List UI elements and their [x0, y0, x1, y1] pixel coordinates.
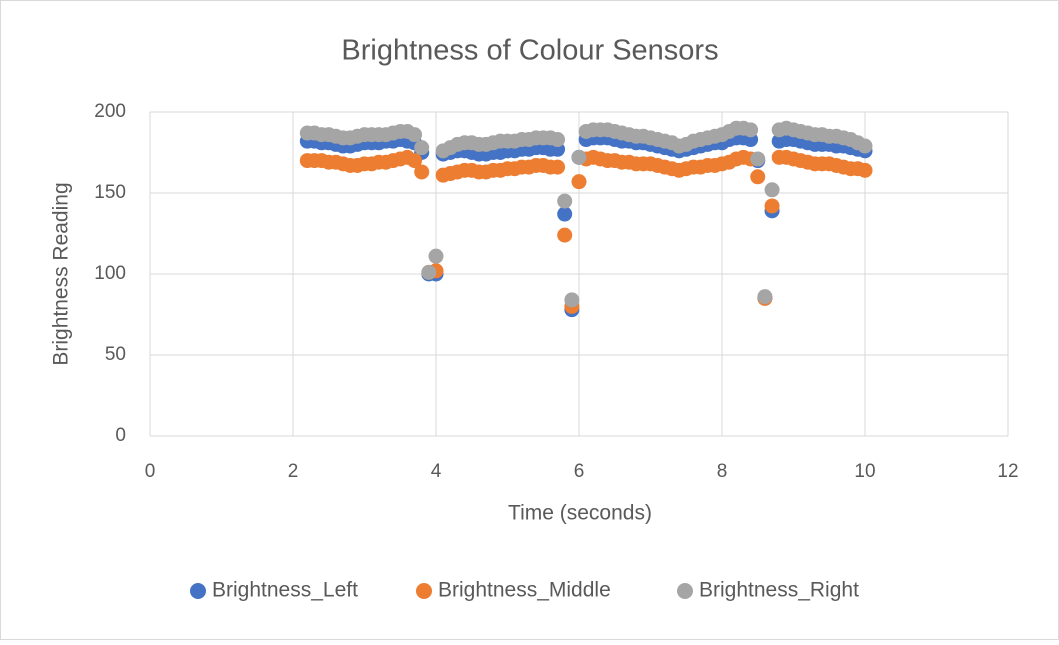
y-tick-label: 200 [94, 101, 126, 122]
x-tick-label: 10 [854, 461, 875, 482]
x-axis-label: Time (seconds) [508, 502, 652, 525]
point [407, 153, 423, 169]
point [557, 206, 573, 222]
point [557, 227, 573, 243]
y-tick-label: 150 [94, 182, 126, 203]
point [750, 151, 766, 167]
point [414, 164, 430, 180]
y-axis-label: Brightness Reading [50, 182, 73, 365]
point [857, 162, 873, 178]
x-tick-label: 12 [997, 461, 1018, 482]
chart-title: Brightness of Colour Sensors [341, 35, 718, 67]
point [407, 127, 423, 143]
x-tick-label: 2 [288, 461, 299, 482]
point [757, 289, 773, 305]
x-tick-label: 6 [574, 461, 585, 482]
point [550, 132, 566, 148]
x-tick-label: 4 [431, 461, 442, 482]
point [571, 174, 587, 190]
point [414, 140, 430, 156]
legend-label: Brightness_Left [212, 579, 358, 602]
y-tick-label: 100 [94, 263, 126, 284]
point [764, 182, 780, 198]
legend-label: Brightness_Right [699, 579, 859, 602]
point [550, 159, 566, 175]
x-tick-label: 8 [717, 461, 728, 482]
point [428, 248, 444, 264]
legend-label: Brightness_Middle [438, 579, 611, 602]
legend-marker [416, 583, 432, 599]
legend-marker [190, 583, 206, 599]
point [564, 292, 580, 308]
y-tick-label: 50 [105, 344, 126, 365]
legend-marker [677, 583, 693, 599]
point [743, 122, 759, 138]
point [571, 149, 587, 165]
point [857, 138, 873, 154]
point [750, 169, 766, 185]
point [421, 264, 437, 280]
point [764, 198, 780, 214]
point [557, 193, 573, 209]
x-tick-label: 0 [145, 461, 156, 482]
y-tick-label: 0 [115, 425, 126, 446]
